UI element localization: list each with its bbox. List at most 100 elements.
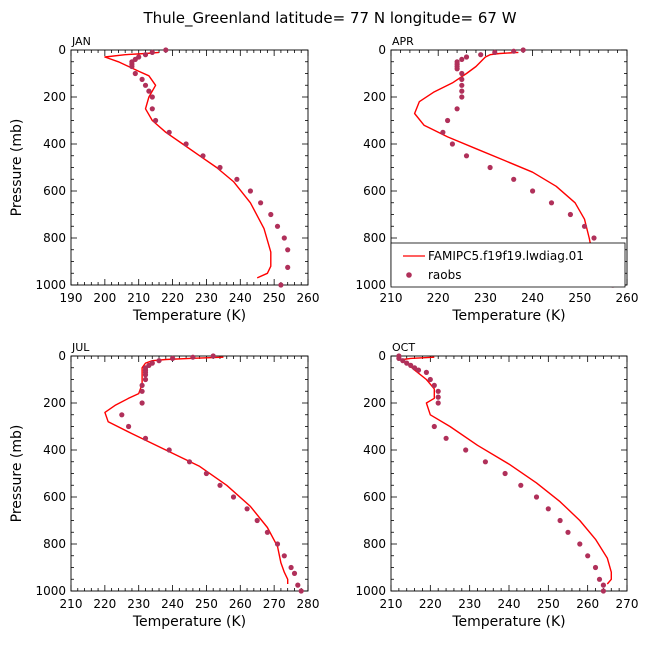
obs-point-jul [190, 354, 196, 360]
obs-point-jan [278, 282, 284, 288]
obs-point-jul [142, 372, 149, 378]
x-tick-label: 210 [60, 597, 83, 611]
panel-label: JAN [71, 35, 91, 48]
figure-title: Thule_Greenland latitude= 77 N longitude… [142, 9, 516, 28]
obs-point-apr [581, 223, 588, 229]
panel-label: JUL [71, 341, 90, 354]
panel-oct: 210 220 230 240 250 260 270 0 200 400 600 800 1000 OC… [355, 341, 638, 630]
obs-point-oct [600, 582, 607, 588]
y-tick-label: 0 [378, 43, 386, 57]
obs-point-apr [591, 235, 597, 241]
panels: 190 200 210 220 230 240 250 260 0 200 400 600 800 100… [9, 35, 638, 630]
y-tick-label: 200 [363, 90, 386, 104]
obs-point-apr [440, 129, 446, 135]
y-tick-label: 800 [363, 537, 386, 551]
x-tick-label: 250 [537, 597, 560, 611]
y-axis-label: Pressure (mb) [9, 119, 25, 217]
obs-point-jan [268, 211, 274, 218]
obs-point-jan [217, 164, 223, 171]
x-tick-label: 240 [229, 291, 252, 305]
obs-point-apr [454, 106, 460, 112]
x-tick-label: 270 [616, 597, 639, 611]
obs-point-oct [585, 553, 591, 559]
obs-point-apr [487, 164, 493, 171]
obs-point-oct [431, 423, 437, 430]
obs-point-apr [459, 56, 465, 63]
obs-point-oct [427, 376, 433, 383]
obs-point-oct [592, 564, 599, 571]
x-tick-label: 240 [498, 597, 521, 611]
obs-point-oct [423, 369, 429, 375]
obs-point-oct [482, 459, 488, 465]
obs-point-oct [600, 588, 607, 594]
y-tick-label: 0 [58, 349, 66, 363]
obs-point-oct [400, 358, 406, 364]
x-tick-label: 260 [616, 291, 639, 305]
x-tick-label: 210 [127, 291, 150, 305]
x-axis-label: Temperature (K) [451, 308, 565, 324]
obs-point-oct [577, 541, 583, 547]
x-axis-label: Temperature (K) [451, 614, 565, 630]
obs-point-jan [149, 94, 155, 100]
obs-point-jan [234, 176, 240, 182]
obs-point-jul [288, 564, 294, 571]
obs-point-oct [408, 362, 414, 368]
obs-point-jan [142, 82, 149, 88]
obs-point-jan [247, 188, 253, 194]
obs-point-oct [565, 529, 571, 535]
obs-point-jul [139, 388, 145, 394]
y-tick-label: 200 [43, 396, 66, 410]
y-tick-label: 800 [363, 231, 386, 245]
x-tick-label: 210 [380, 291, 403, 305]
obs-point-jan [281, 235, 287, 241]
obs-point-jan [153, 117, 159, 124]
obs-point-jan [139, 76, 145, 82]
obs-point-apr [567, 211, 574, 218]
obs-point-apr [459, 94, 465, 100]
obs-point-jan [183, 141, 189, 147]
obs-point-jan [129, 63, 135, 70]
x-tick-label: 230 [127, 597, 150, 611]
y-tick-label: 600 [363, 490, 386, 504]
obs-point-jan [285, 247, 291, 253]
obs-point-jul [244, 506, 250, 512]
panel-label: APR [392, 35, 414, 48]
model-line-jul [104, 356, 289, 584]
x-tick-label: 250 [195, 597, 218, 611]
y-tick-label: 600 [43, 184, 66, 198]
obs-point-apr [492, 49, 498, 56]
y-tick-label: 0 [378, 349, 386, 363]
x-tick-label: 260 [576, 597, 599, 611]
obs-point-apr [548, 200, 555, 206]
y-tick-label: 400 [43, 137, 66, 151]
obs-point-jan [285, 264, 291, 270]
panel-frame-jan [70, 49, 309, 286]
x-tick-label: 250 [263, 291, 286, 305]
obs-point-oct [545, 506, 551, 512]
x-tick-label: 280 [297, 597, 320, 611]
obs-point-apr [454, 66, 460, 72]
legend-obs-marker [406, 272, 412, 278]
y-tick-label: 800 [43, 231, 66, 245]
obs-point-apr [478, 52, 484, 58]
obs-point-jan [142, 52, 149, 58]
obs-point-jul [264, 529, 270, 535]
obs-point-jul [142, 435, 149, 441]
obs-point-oct [518, 482, 524, 488]
obs-point-apr [511, 48, 517, 54]
y-tick-label: 200 [363, 396, 386, 410]
obs-point-oct [396, 355, 402, 361]
obs-point-apr [459, 76, 465, 82]
obs-point-oct [412, 365, 418, 371]
obs-point-apr [530, 188, 536, 194]
obs-point-jul [281, 553, 287, 559]
obs-point-oct [431, 382, 437, 388]
obs-point-jan [146, 88, 152, 94]
x-tick-label: 240 [161, 597, 184, 611]
obs-point-oct [502, 470, 508, 477]
obs-point-jan [163, 47, 169, 53]
obs-point-jul [119, 412, 125, 418]
obs-point-jul [203, 470, 209, 477]
obs-point-oct [463, 447, 469, 453]
